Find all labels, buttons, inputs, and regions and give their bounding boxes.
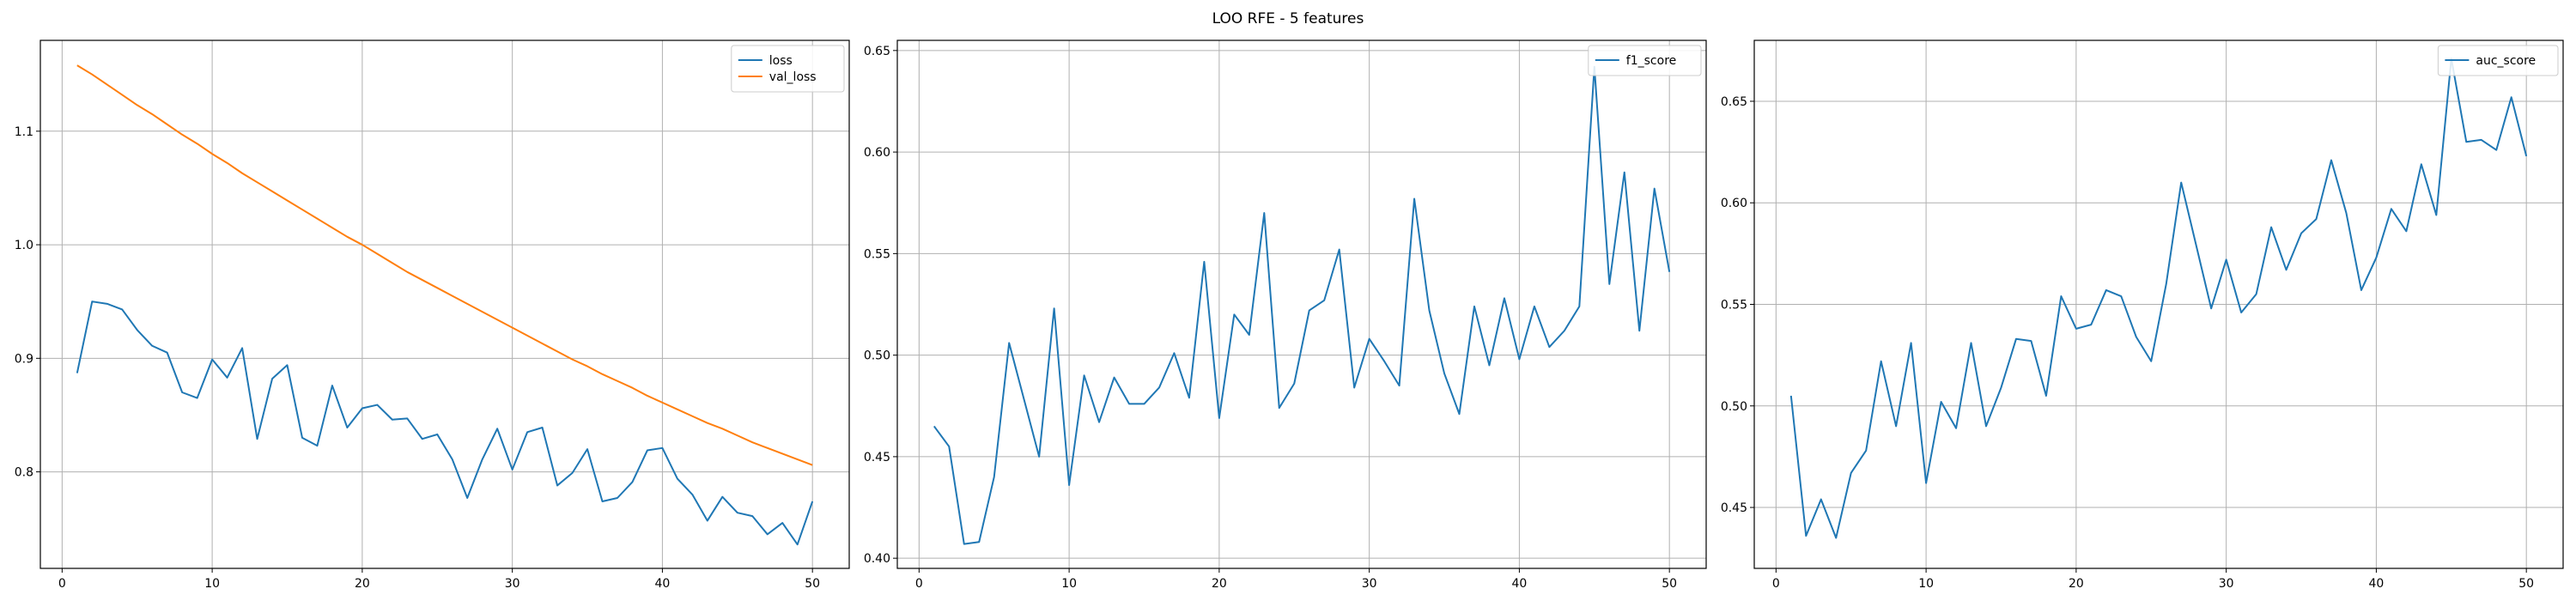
y-tick-label: 0.45: [864, 451, 890, 464]
y-tick-label: 0.45: [1721, 501, 1747, 515]
x-tick-label: 50: [805, 577, 820, 591]
x-tick-label: 20: [355, 577, 370, 591]
y-tick-label: 0.50: [864, 349, 890, 363]
figure-title: LOO RFE - 5 features: [1212, 10, 1364, 27]
y-tick-label: 0.65: [864, 45, 890, 58]
legend-box: [2437, 45, 2559, 76]
y-tick-label: 0.8: [15, 466, 33, 480]
x-tick-label: 20: [1212, 577, 1227, 591]
legend: loss val_loss: [731, 45, 845, 93]
y-tick-label: 1.1: [15, 125, 33, 139]
y-tick-label: 0.40: [864, 552, 890, 566]
axes-frame: [896, 39, 1707, 569]
x-tick-label: 0: [1772, 577, 1780, 591]
auc-score-subplot: 0 10 20 30 40 50 0.45 0.50 0.55 0.60 0.65 auc_score: [1721, 39, 2564, 591]
y-tick-label: 0.55: [1721, 299, 1747, 313]
legend-box: [731, 45, 845, 93]
legend: auc_score: [2437, 45, 2559, 76]
loss-subplot: 0 10 20 30 40 50 0.8 0.9 1.0 1.1 loss val_loss: [15, 39, 850, 591]
y-tick-label: 0.55: [864, 247, 890, 261]
x-tick-label: 0: [58, 577, 66, 591]
y-tick-label: 0.60: [1721, 197, 1747, 210]
axes-frame: [39, 39, 850, 569]
legend-label-loss: loss: [769, 54, 793, 68]
legend: f1_score: [1588, 45, 1702, 76]
series-line-auc-score: [1789, 58, 2528, 539]
x-tick-label: 40: [1511, 577, 1527, 591]
legend-label-auc-score: auc_score: [2476, 54, 2536, 68]
y-tick-label: 0.50: [1721, 400, 1747, 414]
x-tick-label: 50: [1662, 577, 1677, 591]
x-tick-label: 0: [915, 577, 923, 591]
x-tick-label: 20: [2069, 577, 2084, 591]
x-tick-label: 30: [1362, 577, 1377, 591]
series-line-val-loss: [76, 64, 813, 466]
series-line-loss: [76, 300, 814, 546]
y-tick-label: 0.60: [864, 146, 890, 160]
x-tick-label: 50: [2518, 577, 2534, 591]
legend-label-f1-score: f1_score: [1626, 54, 1676, 68]
y-tick-label: 0.9: [15, 352, 33, 366]
x-tick-label: 40: [2368, 577, 2384, 591]
legend-box: [1588, 45, 1702, 76]
y-tick-label: 1.0: [15, 239, 33, 252]
x-tick-label: 40: [654, 577, 670, 591]
legend-label-val-loss: val_loss: [769, 70, 817, 84]
x-tick-label: 30: [505, 577, 520, 591]
f1-score-subplot: 0 10 20 30 40 50 0.40 0.45 0.50 0.55 0.60 0.65 f1_sc…: [864, 39, 1707, 591]
x-tick-label: 10: [204, 577, 220, 591]
x-tick-label: 30: [2219, 577, 2234, 591]
x-tick-label: 10: [1918, 577, 1934, 591]
y-tick-label: 0.65: [1721, 95, 1747, 109]
x-tick-label: 10: [1061, 577, 1077, 591]
series-line-f1-score: [933, 65, 1671, 545]
